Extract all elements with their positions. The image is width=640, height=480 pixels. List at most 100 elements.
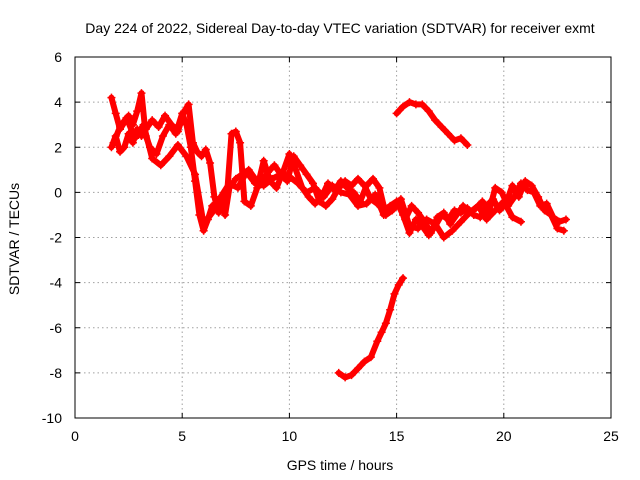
data-point: [388, 204, 397, 213]
data-point: [373, 337, 382, 346]
series-sat-track-c: [109, 113, 525, 242]
data-point: [173, 127, 182, 136]
data-point: [529, 188, 538, 197]
x-tick-label: 25: [603, 428, 619, 444]
tick-layer: 0 5 10 15 20 25 -10 -8 -6 -4 -2 0 2 4 6: [42, 49, 619, 444]
data-point: [131, 134, 140, 143]
series-line: [393, 99, 471, 148]
data-point: [559, 226, 568, 235]
data-point: [437, 122, 446, 131]
data-point: [321, 201, 330, 210]
series-sat-track-d: [392, 98, 472, 149]
data-point: [536, 201, 545, 210]
series-sat-track-a: [107, 89, 568, 240]
data-point: [448, 226, 457, 235]
data-point: [191, 170, 200, 179]
data-point: [478, 197, 487, 206]
x-axis-title: GPS time / hours: [287, 457, 394, 473]
data-point: [463, 140, 472, 149]
data-point: [296, 161, 305, 170]
data-point: [422, 215, 431, 224]
data-point: [345, 190, 354, 199]
y-tick-label: -6: [50, 320, 63, 336]
data-point: [184, 100, 193, 109]
y-tick-label: -8: [50, 365, 63, 381]
data-point: [431, 116, 440, 125]
data-point: [482, 215, 491, 224]
data-point: [208, 208, 217, 217]
data-point: [240, 197, 249, 206]
data-point: [553, 224, 562, 233]
data-point: [336, 177, 345, 186]
data-point: [199, 226, 208, 235]
data-point: [180, 107, 189, 116]
data-point: [399, 274, 408, 283]
data-point: [154, 122, 163, 131]
data-point: [120, 143, 129, 152]
series-line: [108, 101, 569, 236]
data-point: [156, 161, 165, 170]
data-point: [272, 183, 281, 192]
plot-frame: [74, 56, 612, 419]
data-point: [561, 215, 570, 224]
y-tick-label: 4: [54, 94, 62, 110]
data-point: [161, 111, 170, 120]
data-point: [491, 183, 500, 192]
data-point: [418, 100, 427, 109]
data-point: [242, 168, 251, 177]
data-point: [555, 217, 564, 226]
data-point: [206, 159, 215, 168]
data-point: [371, 190, 380, 199]
data-point: [439, 233, 448, 242]
data-point: [236, 138, 245, 147]
data-point: [311, 199, 320, 208]
data-point: [173, 140, 182, 149]
data-point: [465, 208, 474, 217]
data-point: [341, 373, 350, 382]
data-point: [148, 154, 157, 163]
data-point: [516, 179, 525, 188]
data-point: [225, 179, 234, 188]
data-point: [158, 131, 167, 140]
data-point: [336, 188, 345, 197]
data-point: [231, 127, 240, 136]
data-point: [405, 98, 414, 107]
data-point: [221, 210, 230, 219]
data-point: [516, 217, 525, 226]
data-point: [199, 219, 208, 228]
data-point: [137, 89, 146, 98]
y-tick-label: 2: [54, 139, 62, 155]
data-point: [369, 174, 378, 183]
data-point: [362, 199, 371, 208]
data-point: [334, 368, 343, 377]
data-point: [456, 134, 465, 143]
data-point: [497, 188, 506, 197]
data-point: [542, 199, 551, 208]
data-point: [549, 213, 558, 222]
data-point: [390, 289, 399, 298]
data-point: [508, 213, 517, 222]
data-point: [251, 179, 260, 188]
data-point: [450, 136, 459, 145]
data-point: [510, 192, 519, 201]
x-tick-label: 5: [178, 428, 186, 444]
data-point: [399, 102, 408, 111]
data-point: [268, 174, 277, 183]
data-point: [452, 210, 461, 219]
data-point: [201, 145, 210, 154]
data-point: [474, 201, 483, 210]
data-point: [360, 357, 369, 366]
data-point: [414, 224, 423, 233]
data-point: [527, 181, 536, 190]
data-point: [216, 192, 225, 201]
series-line: [335, 275, 406, 381]
grid-layer: [75, 57, 611, 418]
y-tick-label: -10: [42, 410, 62, 426]
data-point: [381, 319, 390, 328]
y-tick-label: -4: [50, 275, 63, 291]
data-point: [392, 109, 401, 118]
data-point: [116, 147, 125, 156]
data-point: [426, 228, 435, 237]
data-point: [379, 210, 388, 219]
